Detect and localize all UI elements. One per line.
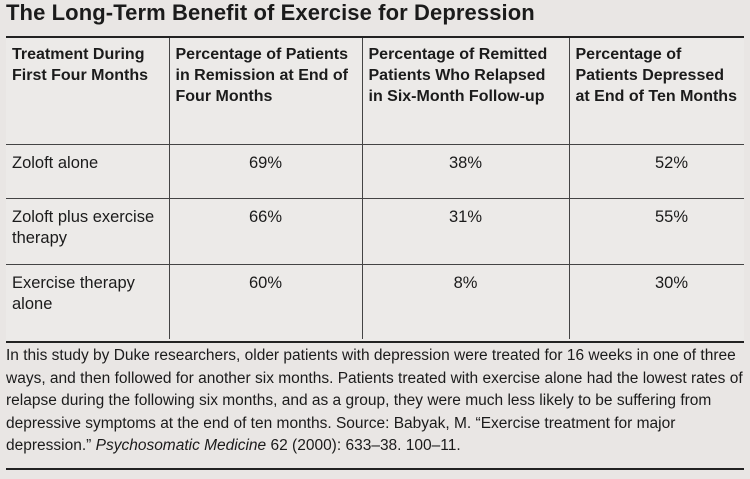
results-table-container: Treatment During First Four Months Perce… bbox=[6, 36, 744, 343]
header-treatment: Treatment During First Four Months bbox=[6, 38, 170, 145]
cell-treatment: Exercise therapy alone bbox=[6, 263, 170, 339]
table-header-row: Treatment During First Four Months Perce… bbox=[6, 38, 744, 145]
table-row: Zoloft alone 69% 38% 52% bbox=[6, 143, 744, 199]
cell-remission: 69% bbox=[168, 143, 363, 199]
bottom-divider bbox=[6, 468, 744, 470]
page-title: The Long-Term Benefit of Exercise for De… bbox=[6, 0, 535, 25]
cell-treatment: Zoloft alone bbox=[6, 143, 170, 199]
cell-relapsed: 38% bbox=[361, 143, 570, 199]
cell-relapsed: 8% bbox=[361, 263, 570, 339]
caption-text: In this study by Duke researchers, older… bbox=[6, 347, 743, 454]
cell-depressed: 55% bbox=[568, 197, 744, 265]
caption: In this study by Duke researchers, older… bbox=[6, 345, 746, 458]
header-depressed: Percentage of Patients Depressed at End … bbox=[568, 38, 744, 145]
table-row: Zoloft plus exercise therapy 66% 31% 55% bbox=[6, 197, 744, 265]
cell-depressed: 30% bbox=[568, 263, 744, 339]
caption-paragraph: In this study by Duke researchers, older… bbox=[6, 345, 746, 458]
results-table: Treatment During First Four Months Perce… bbox=[6, 38, 744, 339]
cell-depressed: 52% bbox=[568, 143, 744, 199]
header-relapsed: Percentage of Remitted Patients Who Rela… bbox=[361, 38, 570, 145]
cell-relapsed: 31% bbox=[361, 197, 570, 265]
cell-remission: 60% bbox=[168, 263, 363, 339]
caption-citation-tail: 62 (2000): 633–38. 100–11. bbox=[266, 437, 461, 454]
caption-journal: Psychosomatic Medicine bbox=[95, 437, 267, 454]
header-remission: Percentage of Patients in Remission at E… bbox=[168, 38, 363, 145]
cell-remission: 66% bbox=[168, 197, 363, 265]
cell-treatment: Zoloft plus exercise therapy bbox=[6, 197, 170, 265]
table-row: Exercise therapy alone 60% 8% 30% bbox=[6, 263, 744, 339]
